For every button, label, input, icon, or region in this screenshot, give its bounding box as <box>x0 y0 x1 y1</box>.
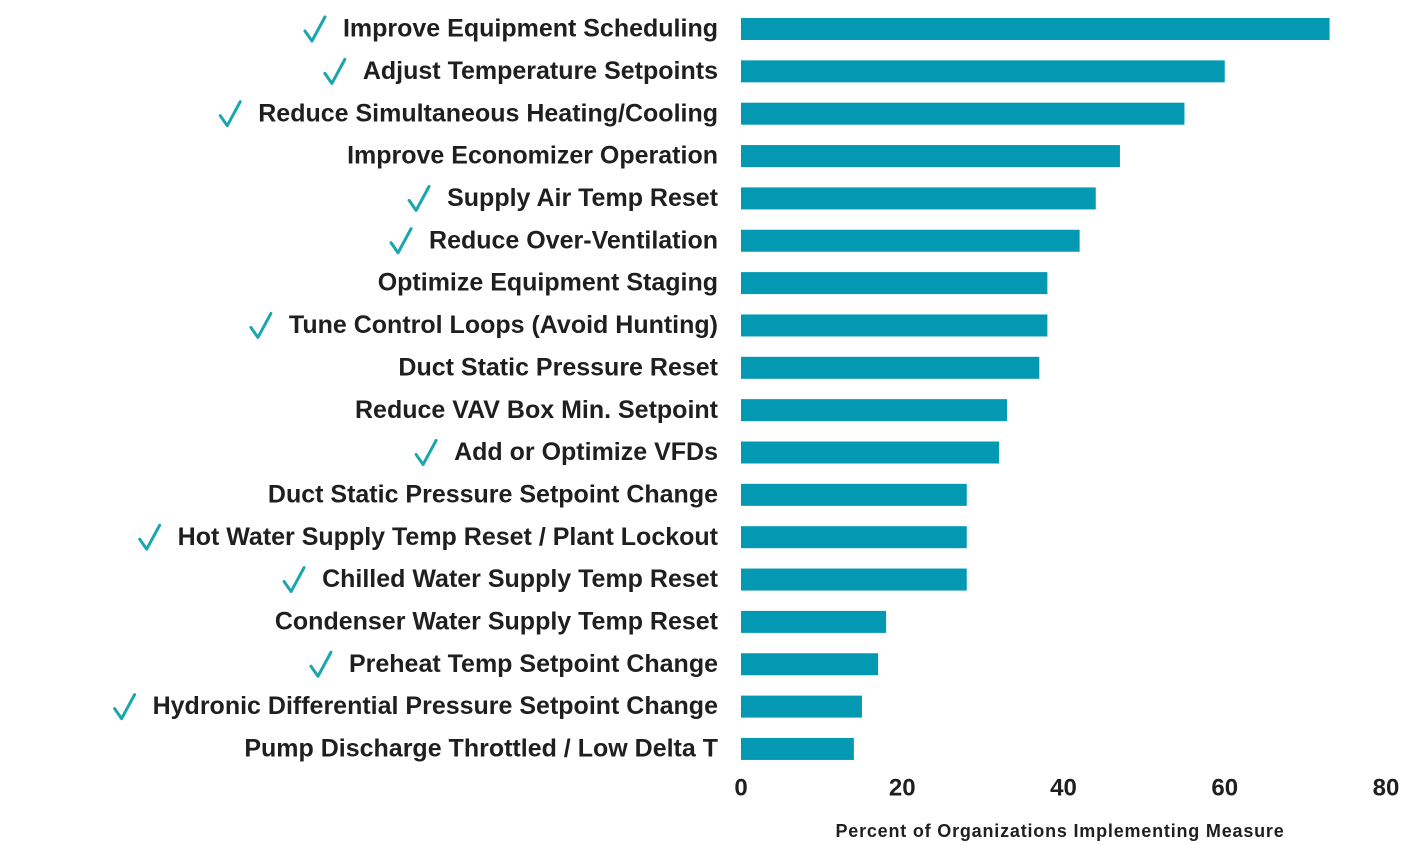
category-label: Improve Equipment Scheduling <box>343 15 718 43</box>
x-axis-label: Percent of Organizations Implementing Me… <box>835 821 1284 841</box>
category-label: Chilled Water Supply Temp Reset <box>322 565 719 593</box>
check-icon <box>414 439 438 466</box>
bar <box>741 399 1008 422</box>
category-label: Adjust Temperature Setpoints <box>363 57 718 85</box>
bar <box>741 102 1185 125</box>
x-tick-label: 40 <box>1050 774 1077 801</box>
category-label: Add or Optimize VFDs <box>454 438 718 466</box>
check-icon <box>218 100 242 128</box>
bar <box>741 314 1048 337</box>
category-label: Reduce Over-Ventilation <box>429 226 718 254</box>
bar <box>741 229 1080 252</box>
category-label: Duct Static Pressure Setpoint Change <box>268 480 718 508</box>
category-label: Duct Static Pressure Reset <box>398 353 718 381</box>
bar <box>741 653 879 676</box>
check-icon <box>249 311 273 339</box>
check-icon <box>113 693 137 721</box>
check-icon <box>138 523 162 551</box>
category-label: Improve Economizer Operation <box>347 142 718 170</box>
check-icon <box>407 184 431 212</box>
category-label: Hot Water Supply Temp Reset / Plant Lock… <box>178 523 719 551</box>
bar <box>741 18 1330 40</box>
bar <box>741 568 967 591</box>
check-icon <box>282 566 306 594</box>
bar <box>741 526 967 549</box>
category-label: Pump Discharge Throttled / Low Delta T <box>244 735 718 763</box>
check-icon <box>323 57 347 85</box>
bar <box>741 145 1120 168</box>
x-tick-label: 20 <box>889 774 916 801</box>
check-icon <box>389 227 413 255</box>
category-label: Supply Air Temp Reset <box>447 184 719 212</box>
x-tick-label: 60 <box>1211 774 1238 801</box>
category-label: Preheat Temp Setpoint Change <box>349 650 718 678</box>
x-tick-label: 80 <box>1373 774 1400 801</box>
category-label: Reduce Simultaneous Heating/Cooling <box>258 99 718 127</box>
category-label: Optimize Equipment Staging <box>378 269 718 297</box>
bar <box>741 695 862 718</box>
category-label: Condenser Water Supply Temp Reset <box>275 608 719 636</box>
bar <box>741 356 1040 379</box>
category-label: Reduce VAV Box Min. Setpoint <box>355 396 719 424</box>
check-icon <box>303 15 327 43</box>
bar <box>741 272 1048 295</box>
category-label: Hydronic Differential Pressure Setpoint … <box>153 692 718 720</box>
bar <box>741 610 887 633</box>
category-label: Tune Control Loops (Avoid Hunting) <box>289 311 718 339</box>
bar <box>741 60 1225 83</box>
bar <box>741 441 999 464</box>
x-tick-label: 0 <box>734 774 747 801</box>
bar <box>741 483 967 506</box>
bar <box>741 737 854 760</box>
bar <box>741 187 1096 210</box>
check-icon <box>309 650 333 678</box>
